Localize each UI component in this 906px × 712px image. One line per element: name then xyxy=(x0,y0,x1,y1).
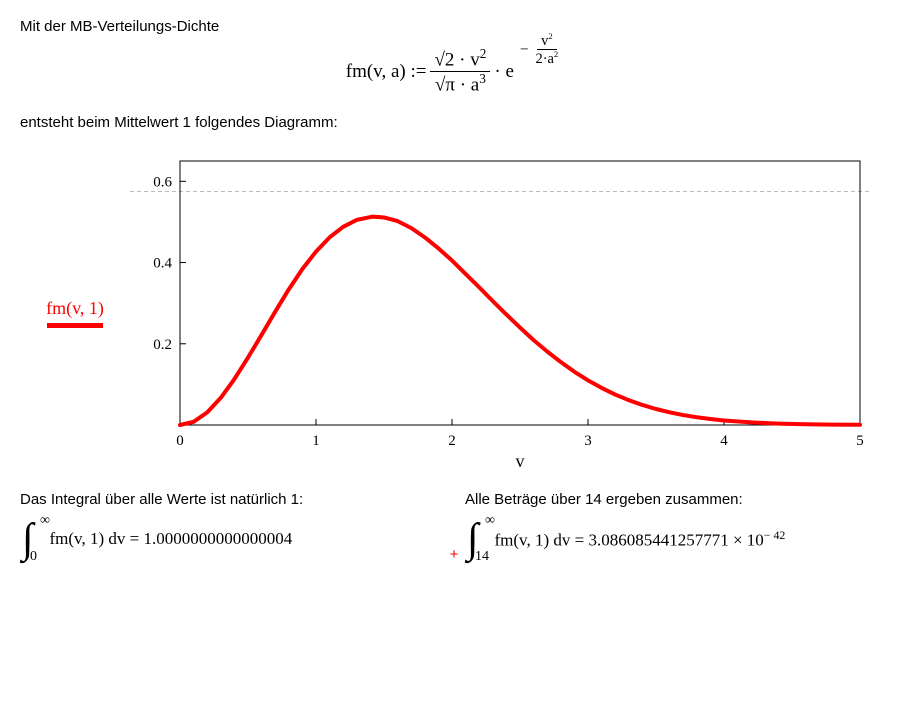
int-upper-left: ∞ xyxy=(40,514,50,528)
result-left: Das Integral über alle Werte ist natürli… xyxy=(20,485,441,560)
exp-neg: − xyxy=(520,41,529,59)
chart-plot: 0.2 0.4 0.6 0 1 2 3 4 5 v xyxy=(130,151,886,475)
chart-svg: 0.2 0.4 0.6 0 1 2 3 4 5 v xyxy=(130,151,870,471)
svg-text:2: 2 xyxy=(448,433,456,449)
int-expr-right: fm(v, 1) dv = 3.086085441257771 × 10− 42 xyxy=(495,528,786,551)
col-left-text: Das Integral über alle Werte ist natürli… xyxy=(20,491,441,508)
formula-lhs: fm(v, a) := xyxy=(346,61,427,83)
frac-num-exp: 2 xyxy=(480,46,487,61)
int-lower-left: 0 xyxy=(30,550,37,564)
integral-sign-left: ∫ ∞ 0 xyxy=(20,518,36,560)
int-expr-left: fm(v, 1) dv = 1.0000000000000004 xyxy=(50,529,293,549)
integral-right: ∫ ∞ 14 fm(v, 1) dv = 3.086085441257771 ×… xyxy=(465,518,886,560)
formula-mid: · e xyxy=(494,61,514,83)
exp-den-base: 2·a xyxy=(535,51,553,67)
int-expr-right-base: fm(v, 1) dv = 3.086085441257771 × 10 xyxy=(495,531,764,550)
legend-label: fm(v, 1) xyxy=(20,298,130,319)
int-upper-right: ∞ xyxy=(485,514,495,528)
intro-text: Mit der MB-Verteilungs-Dichte xyxy=(20,18,886,35)
svg-text:v: v xyxy=(516,451,525,471)
svg-text:0.2: 0.2 xyxy=(153,337,172,353)
diagram-text: entsteht beim Mittelwert 1 folgendes Dia… xyxy=(20,114,886,131)
svg-text:1: 1 xyxy=(312,433,320,449)
svg-text:0.6: 0.6 xyxy=(153,175,172,191)
svg-text:0.4: 0.4 xyxy=(153,256,172,272)
formula-definition: fm(v, a) := √2 · v2 √π · a3 · e − v2 2·a… xyxy=(20,47,886,96)
integral-sign-right: ∫ ∞ 14 xyxy=(465,518,481,560)
formula-exponent: − v2 2·a2 xyxy=(520,32,562,68)
integral-left: ∫ ∞ 0 fm(v, 1) dv = 1.0000000000000004 xyxy=(20,518,441,560)
svg-text:5: 5 xyxy=(856,433,864,449)
int-lower-right: 14 xyxy=(475,550,489,564)
text-cursor-icon: + xyxy=(450,546,459,563)
exp-num-exp: 2 xyxy=(548,31,552,41)
result-right: Alle Beträge über 14 ergeben zusammen: ∫… xyxy=(465,485,886,560)
legend-line-sample xyxy=(47,323,103,328)
frac-den-base: √π · a xyxy=(435,75,479,96)
exp-den-exp: 2 xyxy=(554,49,558,59)
col-right-text: Alle Beträge über 14 ergeben zusammen: xyxy=(465,491,886,508)
int-expr-right-exp: − 42 xyxy=(764,528,786,542)
chart-legend: fm(v, 1) xyxy=(20,298,130,328)
svg-text:4: 4 xyxy=(720,433,728,449)
formula-main-fraction: √2 · v2 √π · a3 xyxy=(430,47,490,96)
frac-den-exp: 3 xyxy=(479,71,486,86)
svg-text:3: 3 xyxy=(584,433,592,449)
svg-text:0: 0 xyxy=(176,433,184,449)
chart-region: fm(v, 1) 0.2 0.4 0.6 0 1 2 3 4 5 v xyxy=(20,151,886,475)
frac-num-base: √2 · v xyxy=(434,49,479,70)
